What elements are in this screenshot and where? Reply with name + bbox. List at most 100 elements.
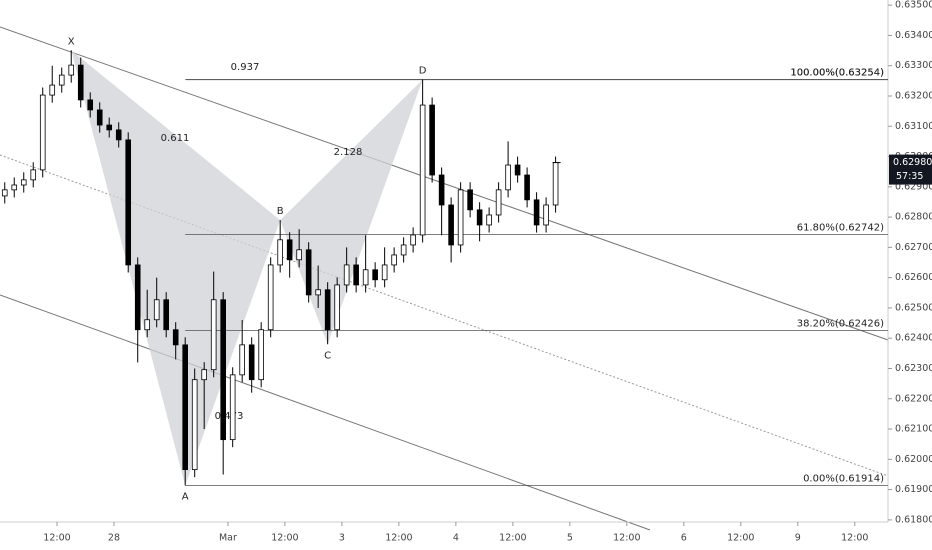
candle-body [229, 374, 236, 441]
ratio-label: 0.937 [231, 62, 260, 73]
pattern-label: D [419, 66, 427, 77]
x-tick-label: 6 [681, 533, 687, 544]
y-tick-label: 0.62200 [895, 393, 932, 404]
y-tick-label: 0.62000 [895, 454, 932, 465]
y-tick-label: 0.62900 [895, 181, 932, 192]
pattern-label: B [277, 206, 284, 217]
x-tick-label: 12:00 [613, 533, 640, 544]
candle-body [505, 164, 511, 191]
candle-body [248, 344, 255, 381]
y-tick-label: 0.63500 [895, 0, 932, 11]
candle-body [153, 299, 160, 321]
candle-body [87, 99, 94, 111]
candle-body [448, 204, 454, 246]
y-tick-label: 0.62400 [895, 333, 932, 344]
x-tick-label: 12:00 [841, 533, 868, 544]
candle-body [39, 94, 46, 171]
candle-body [267, 264, 274, 331]
y-tick-label: 0.62800 [895, 212, 932, 223]
candle-body [524, 174, 530, 201]
pattern-label: C [324, 350, 331, 361]
candle-body [106, 124, 113, 131]
candle-body [391, 254, 397, 266]
candle-body [438, 174, 445, 206]
pattern-bcd [280, 79, 423, 345]
candle-body [552, 162, 559, 206]
y-tick-label: 0.62700 [895, 242, 932, 253]
y-tick-label: 0.63100 [895, 121, 932, 132]
fib-label: 100.00%(0.63254) [790, 68, 884, 79]
y-tick-label: 0.62100 [895, 424, 932, 435]
x-tick-label: Mar [219, 533, 237, 544]
candle-body [315, 289, 321, 296]
candle-body [381, 264, 388, 281]
candle-body [429, 104, 435, 176]
candle-body [49, 84, 56, 96]
y-tick-label: 0.61800 [895, 514, 932, 525]
candle-body [277, 239, 283, 266]
fib-label: 100.00%(0.63254) [790, 68, 884, 79]
candle-body [115, 129, 122, 141]
x-tick-label: 12:00 [271, 533, 298, 544]
candle-body [286, 239, 293, 261]
candle-body [191, 379, 198, 471]
x-tick-label: 12:00 [727, 533, 754, 544]
y-tick-label: 0.62300 [895, 363, 932, 374]
candle-body [419, 104, 426, 236]
x-tick-label: 12:00 [43, 533, 70, 544]
candle-body [353, 264, 359, 286]
candle-body [1, 189, 8, 197]
ratio-label: 0.611 [161, 133, 190, 144]
candle-body [220, 299, 226, 441]
candle-body [533, 199, 540, 226]
countdown: 57:35 [896, 171, 923, 182]
candle-body [77, 64, 84, 101]
x-tick-label: 3 [339, 533, 345, 544]
candle-body [172, 329, 179, 346]
fib-label: 61.80%(0.62742) [797, 223, 884, 234]
last-price-box [889, 154, 932, 185]
candle-body [296, 249, 302, 261]
x-tick-label: 12:00 [499, 533, 526, 544]
ratio-label: 0.473 [215, 411, 244, 422]
candle-body [410, 234, 416, 246]
ratio-label: 2.128 [334, 147, 363, 158]
y-tick-label: 0.63400 [895, 30, 932, 41]
candle-body [400, 244, 407, 256]
candle-body [210, 299, 217, 371]
candle-body [30, 169, 37, 181]
candle-body [96, 109, 103, 126]
candle-body [201, 369, 207, 381]
fib-label: 38.20%(0.62426) [797, 318, 884, 329]
candle-body [324, 289, 331, 331]
candle-body [334, 284, 340, 331]
candle-body [68, 64, 75, 76]
candle-body [476, 209, 483, 226]
y-tick-label: 0.62500 [895, 302, 932, 313]
candle-body [362, 269, 369, 286]
last-price-label: 0.62980 [893, 157, 932, 168]
candle-body [20, 179, 27, 186]
candle-body [125, 139, 132, 266]
candle-body [305, 249, 312, 296]
pattern-xab [71, 50, 281, 486]
candle-body [11, 184, 18, 191]
candle-body [543, 204, 549, 226]
channel-lower [0, 294, 651, 531]
x-tick-label: 9 [795, 533, 801, 544]
y-tick-label: 0.63300 [895, 60, 932, 71]
candle-body [239, 344, 245, 376]
y-tick-label: 0.63200 [895, 90, 932, 101]
candle-body [467, 189, 473, 211]
candle-body [486, 214, 492, 226]
fib-label: 0.00%(0.61914) [803, 473, 884, 484]
candle-body [495, 189, 502, 216]
candle-body [163, 299, 170, 331]
x-tick-label: 5 [567, 533, 573, 544]
candle-body [372, 269, 378, 281]
candle-body [182, 344, 188, 471]
candle-body [514, 164, 521, 176]
candle-body [258, 329, 264, 381]
x-tick-label: 12:00 [385, 533, 412, 544]
candle-body [144, 319, 151, 331]
